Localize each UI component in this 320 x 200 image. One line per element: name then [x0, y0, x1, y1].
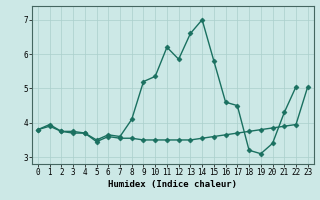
X-axis label: Humidex (Indice chaleur): Humidex (Indice chaleur): [108, 180, 237, 189]
